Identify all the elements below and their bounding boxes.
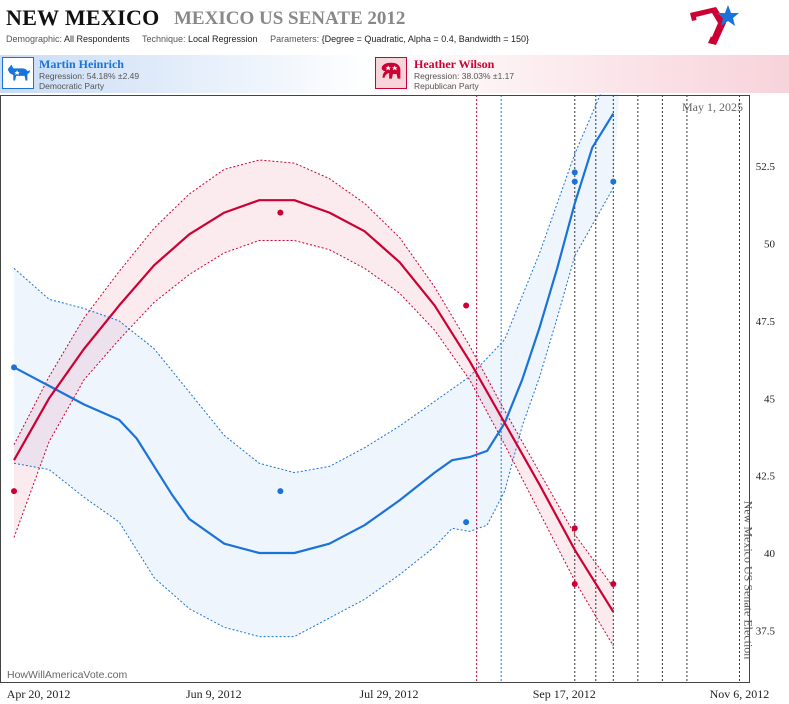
regression-lines xyxy=(13,113,615,613)
y-tick-label: 40 xyxy=(764,548,776,560)
rep-poll-point xyxy=(463,302,470,309)
watermark: HowWillAmericaVote.com xyxy=(7,669,127,681)
dem-upper-bound xyxy=(13,94,602,474)
election-label: New Mexico US Senate Election xyxy=(741,501,755,660)
dem-confidence-band xyxy=(14,94,620,637)
star-logo-icon xyxy=(690,5,739,45)
dem-regression: Regression: 54.18% ±2.49 xyxy=(39,71,140,81)
y-tick-label: 52.5 xyxy=(756,161,776,173)
rep-upper-bound xyxy=(13,159,614,588)
confidence-bands xyxy=(14,94,620,646)
donkey-icon xyxy=(2,57,34,89)
rep-poll-point xyxy=(571,580,578,587)
rep-party: Republican Party xyxy=(414,81,479,91)
x-tick-label: Sep 17, 2012 xyxy=(533,687,596,701)
rep-confidence-band xyxy=(14,160,614,646)
y-axis: 37.5 40 42.5 45 47.5 50 52.5 xyxy=(756,161,776,637)
y-tick-label: 50 xyxy=(764,239,776,251)
candidate-dem-panel: Martin Heinrich Regression: 54.18% ±2.49… xyxy=(0,55,394,93)
confidence-bounds xyxy=(13,94,614,647)
y-tick-label: 45 xyxy=(764,393,776,405)
regression-chart: 37.5 40 42.5 45 47.5 50 52.5 Apr 20, 2012 Jun 9… xyxy=(0,94,776,701)
candidate-legend: Martin Heinrich Regression: 54.18% ±2.49… xyxy=(0,55,789,93)
y-tick-label: 42.5 xyxy=(756,471,776,483)
rep-candidate-name: Heather Wilson xyxy=(414,57,495,71)
technique-label: Technique: xyxy=(141,34,186,44)
demographic-label: Demographic: xyxy=(6,34,63,44)
x-tick-label: Jul 29, 2012 xyxy=(360,687,419,701)
dem-poll-point xyxy=(571,178,578,185)
dem-poll-point xyxy=(277,488,284,495)
dem-party: Democratic Party xyxy=(39,81,105,91)
x-tick-label: Nov 6, 2012 xyxy=(710,687,770,701)
y-tick-label: 47.5 xyxy=(756,316,776,328)
dem-poll-point xyxy=(11,364,18,371)
x-tick-label: Apr 20, 2012 xyxy=(7,687,71,701)
rep-regression-line xyxy=(13,199,615,613)
rep-regression: Regression: 38.03% ±1.17 xyxy=(414,71,515,81)
dem-poll-point xyxy=(463,519,470,526)
poll-points xyxy=(11,169,617,587)
rep-poll-point xyxy=(571,525,578,532)
chart-title-race: MEXICO US SENATE 2012 xyxy=(174,8,406,29)
candidate-rep-panel: Heather Wilson Regression: 38.03% ±1.17 … xyxy=(371,55,789,93)
date-stamp: May 1, 2025 xyxy=(682,100,743,114)
dem-poll-point xyxy=(571,169,578,176)
y-tick-label: 37.5 xyxy=(756,625,776,637)
x-tick-label: Jun 9, 2012 xyxy=(186,687,242,701)
demographic-value: All Respondents xyxy=(64,34,130,44)
parameters-value: {Degree = Quadratic, Alpha = 0.4, Bandwi… xyxy=(321,34,530,44)
technique-value: Local Regression xyxy=(188,34,258,44)
x-axis: Apr 20, 2012 Jun 9, 2012 Jul 29, 2012 Sep 1… xyxy=(7,687,770,701)
parameters-label: Parameters: xyxy=(270,34,320,44)
dem-regression-line xyxy=(13,113,615,555)
plot-frame xyxy=(0,95,750,683)
rep-poll-point xyxy=(610,580,617,587)
rep-poll-point xyxy=(277,209,284,216)
parameters-line: Demographic: All Respondents Technique: … xyxy=(6,34,529,44)
rep-poll-point xyxy=(11,488,18,495)
elephant-icon xyxy=(375,57,407,89)
chart-header: NEW MEXICO MEXICO US SENATE 2012 Demogra… xyxy=(0,0,789,52)
chart-title-state: NEW MEXICO xyxy=(6,5,160,30)
dem-lower-bound xyxy=(13,187,614,638)
dem-poll-point xyxy=(610,178,617,185)
dem-candidate-name: Martin Heinrich xyxy=(39,57,124,71)
rep-lower-bound xyxy=(13,240,614,647)
